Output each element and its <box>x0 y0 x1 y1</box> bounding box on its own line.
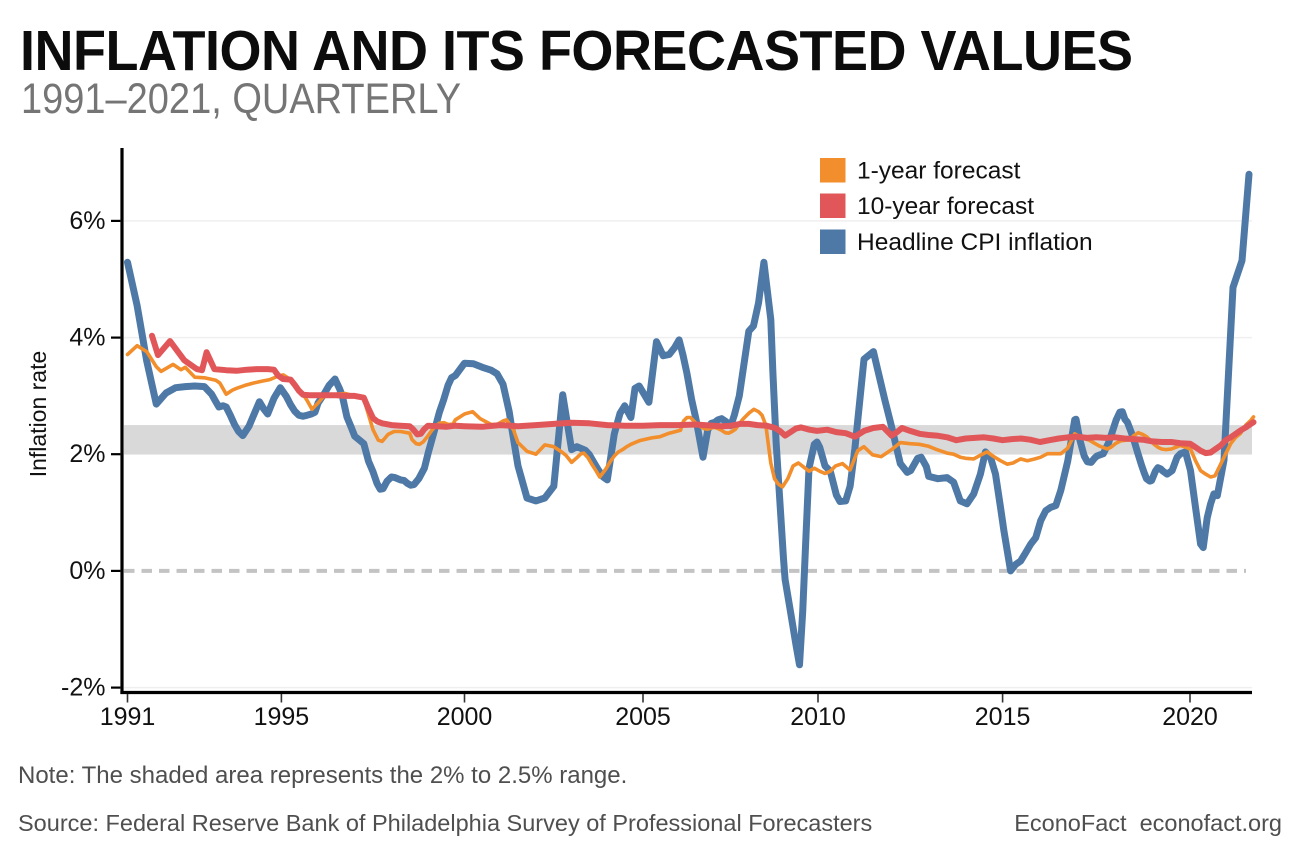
svg-text:2005: 2005 <box>615 703 671 731</box>
svg-text:2020: 2020 <box>1162 703 1218 731</box>
svg-text:-2%: -2% <box>61 674 105 702</box>
svg-text:2%: 2% <box>69 440 105 468</box>
svg-text:1995: 1995 <box>254 703 310 731</box>
svg-text:2015: 2015 <box>975 703 1031 731</box>
svg-text:0%: 0% <box>69 557 105 585</box>
svg-text:2000: 2000 <box>437 703 493 731</box>
svg-text:6%: 6% <box>69 207 105 235</box>
svg-text:4%: 4% <box>69 324 105 352</box>
svg-text:Inflation rate: Inflation rate <box>25 351 51 478</box>
svg-text:10-year forecast: 10-year forecast <box>857 193 1034 220</box>
svg-text:2010: 2010 <box>790 703 846 731</box>
svg-text:1991: 1991 <box>100 703 156 731</box>
svg-text:Headline CPI inflation: Headline CPI inflation <box>857 229 1093 256</box>
svg-text:1-year forecast: 1-year forecast <box>857 158 1021 185</box>
